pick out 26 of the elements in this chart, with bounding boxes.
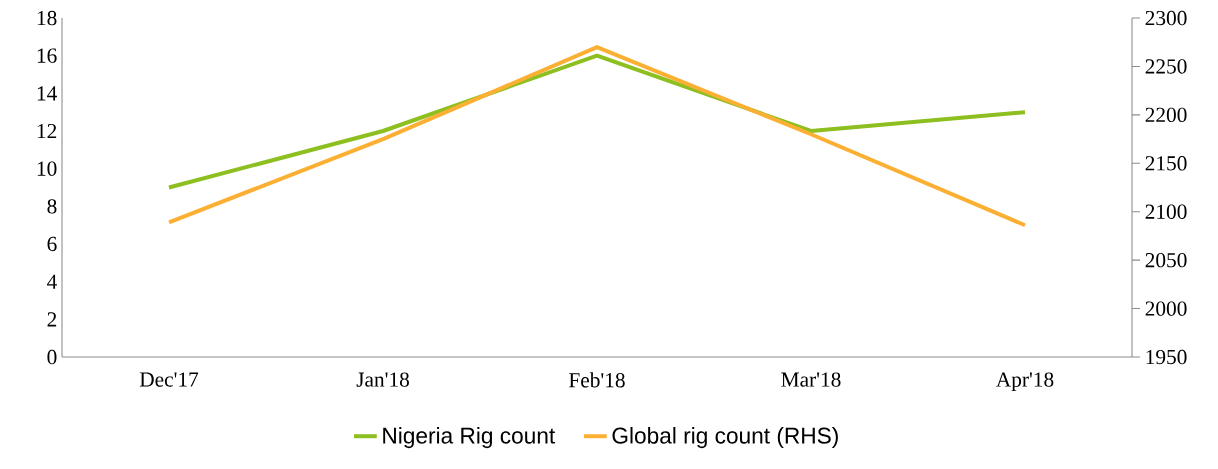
x-tick-label: Mar'18 xyxy=(781,372,841,387)
legend-label: Nigeria Rig count xyxy=(383,427,556,449)
x-tick-label: Apr'18 xyxy=(996,372,1054,392)
legend-label: Global rig count (RHS) xyxy=(612,427,838,449)
y2-tick-label: 2100 xyxy=(1145,204,1187,219)
y-tick-label: 4 xyxy=(47,274,57,289)
y-tick-label: 16 xyxy=(37,48,57,63)
y2-tick-label: 2050 xyxy=(1145,252,1187,268)
y2-tick-label: 2250 xyxy=(1145,59,1187,74)
y-tick-label: 0 xyxy=(47,349,57,365)
x-tick-label: Dec'17 xyxy=(139,372,199,387)
y2-tick-label: 2300 xyxy=(1145,10,1187,26)
y2-tick-label: 2200 xyxy=(1145,107,1187,123)
y-tick-label: 6 xyxy=(47,236,57,252)
x-tick-label: Feb'18 xyxy=(569,372,625,388)
y-tick-label: 2 xyxy=(47,312,57,327)
y2-tick-label: 1950 xyxy=(1146,349,1187,365)
y2-tick-label: 2150 xyxy=(1145,156,1187,171)
y2-tick-label: 2000 xyxy=(1145,301,1187,316)
y-tick-label: 18 xyxy=(37,10,57,26)
y-tick-label: 8 xyxy=(47,199,57,214)
x-tick-label: Jan'18 xyxy=(356,372,409,387)
line-series xyxy=(167,45,1027,228)
y-tick-label: 12 xyxy=(37,123,57,139)
y-tick-label: 14 xyxy=(37,86,57,101)
y-tick-label: 10 xyxy=(37,161,57,176)
